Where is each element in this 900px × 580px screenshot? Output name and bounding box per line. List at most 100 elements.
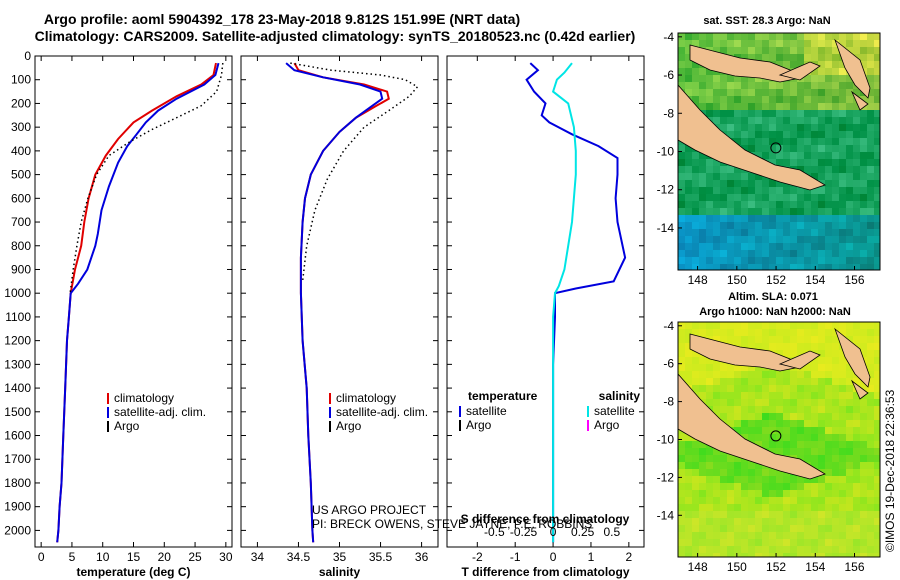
sla_map-cell [720,525,727,532]
sst_map-cell [713,222,720,229]
sst_map-cell [783,138,790,145]
sla_map-cell [727,525,734,532]
sla_map-cell [853,462,860,469]
sla_map-cell [818,385,825,392]
sst_map-cell [846,250,853,257]
sst_map-cell [818,264,825,270]
sla_map-cell [860,539,867,546]
sst_map-cell [720,33,727,40]
sst_map-cell [762,215,769,222]
sla_map-cell [699,553,706,557]
sla_map-cell [776,392,783,399]
sst_map-cell [804,54,811,61]
sla_map-cell [853,413,860,420]
sst_map-cell [741,264,748,270]
sla_map-cell [874,525,880,532]
sla_map-cell [762,427,769,434]
sla_map-cell [755,329,762,336]
sst_map-cell [734,215,741,222]
sst_map-cell [713,47,720,54]
sla_map-cell [748,392,755,399]
sla_map-cell [804,553,811,557]
sst_map-cell [811,166,818,173]
sla_map-ytick-label: -4 [663,319,674,333]
sla_map-cell [762,343,769,350]
sla_map-cell [692,357,699,364]
sst_map-cell [874,89,880,96]
sst_map-cell [874,138,880,145]
sla_map-cell [860,546,867,553]
sst_map-cell [720,250,727,257]
sst_map-cell [804,89,811,96]
sla_map-cell [811,357,818,364]
sla_map-cell [783,427,790,434]
sla_map-cell [790,329,797,336]
sla_map-cell [720,546,727,553]
depth-tick-label: 1200 [4,334,31,348]
sla_map-cell [741,511,748,518]
sst_map-cell [860,201,867,208]
sst_map-cell [783,159,790,166]
sst_map-cell [769,131,776,138]
sst_map-cell [755,257,762,264]
sst_map-cell [839,110,846,117]
sst_map-cell [727,222,734,229]
sst_map-cell [734,229,741,236]
sla_map-cell [741,462,748,469]
sla_map-cell [769,539,776,546]
sla_map-cell [832,364,839,371]
sla_map-cell [839,441,846,448]
sst_map-cell [797,124,804,131]
sst_map-cell [867,33,874,40]
sla_map-cell [769,511,776,518]
sst_map-cell [825,250,832,257]
sst_map-cell [839,89,846,96]
sst_map-cell [790,152,797,159]
sst_map-cell [846,124,853,131]
sla_map-cell [741,504,748,511]
sla_map-cell [678,525,685,532]
sla_map-cell [776,378,783,385]
depth-tick-label: 1600 [4,429,31,443]
sst_map-cell [853,40,860,47]
sla_map-cell [734,490,741,497]
sla_map-cell [811,371,818,378]
sst_map-cell [769,152,776,159]
sla_map-cell [741,490,748,497]
sst_map-cell [769,264,776,270]
sla_map-cell [734,476,741,483]
sla_map-cell [790,371,797,378]
sla_map-cell [769,420,776,427]
difference-legend-salinity-title: salinity [599,389,641,403]
sst_map-cell [825,61,832,68]
sst_map-cell [825,117,832,124]
sst_map-cell [790,229,797,236]
sst_map-xtick-label: 150 [727,273,747,287]
sst_map-cell [727,229,734,236]
sst_map-cell [790,208,797,215]
sla_map-cell [818,378,825,385]
sst_map-cell [867,103,874,110]
sla_map-cell [839,462,846,469]
sla_map-cell [790,448,797,455]
sst_map-cell [713,180,720,187]
sst_map-cell [713,243,720,250]
sla_map-cell [867,336,874,343]
sla_map-ytick-label: -12 [657,470,675,484]
sla_map-cell [867,546,874,553]
sla_map-cell [825,455,832,462]
sst_map-cell [839,117,846,124]
sla_map-cell [818,336,825,343]
sla_map-cell [776,427,783,434]
sla_map-cell [706,511,713,518]
sla_map-cell [699,448,706,455]
sla_map-cell [839,399,846,406]
sla_map-cell [846,518,853,525]
sst_map-cell [790,82,797,89]
sst_map-cell [860,194,867,201]
sst_map-cell [839,103,846,110]
sla_map-cell [867,539,874,546]
sla_map-xtick-label: 152 [766,560,786,574]
sst_map-cell [678,187,685,194]
sst_map-cell [874,131,880,138]
